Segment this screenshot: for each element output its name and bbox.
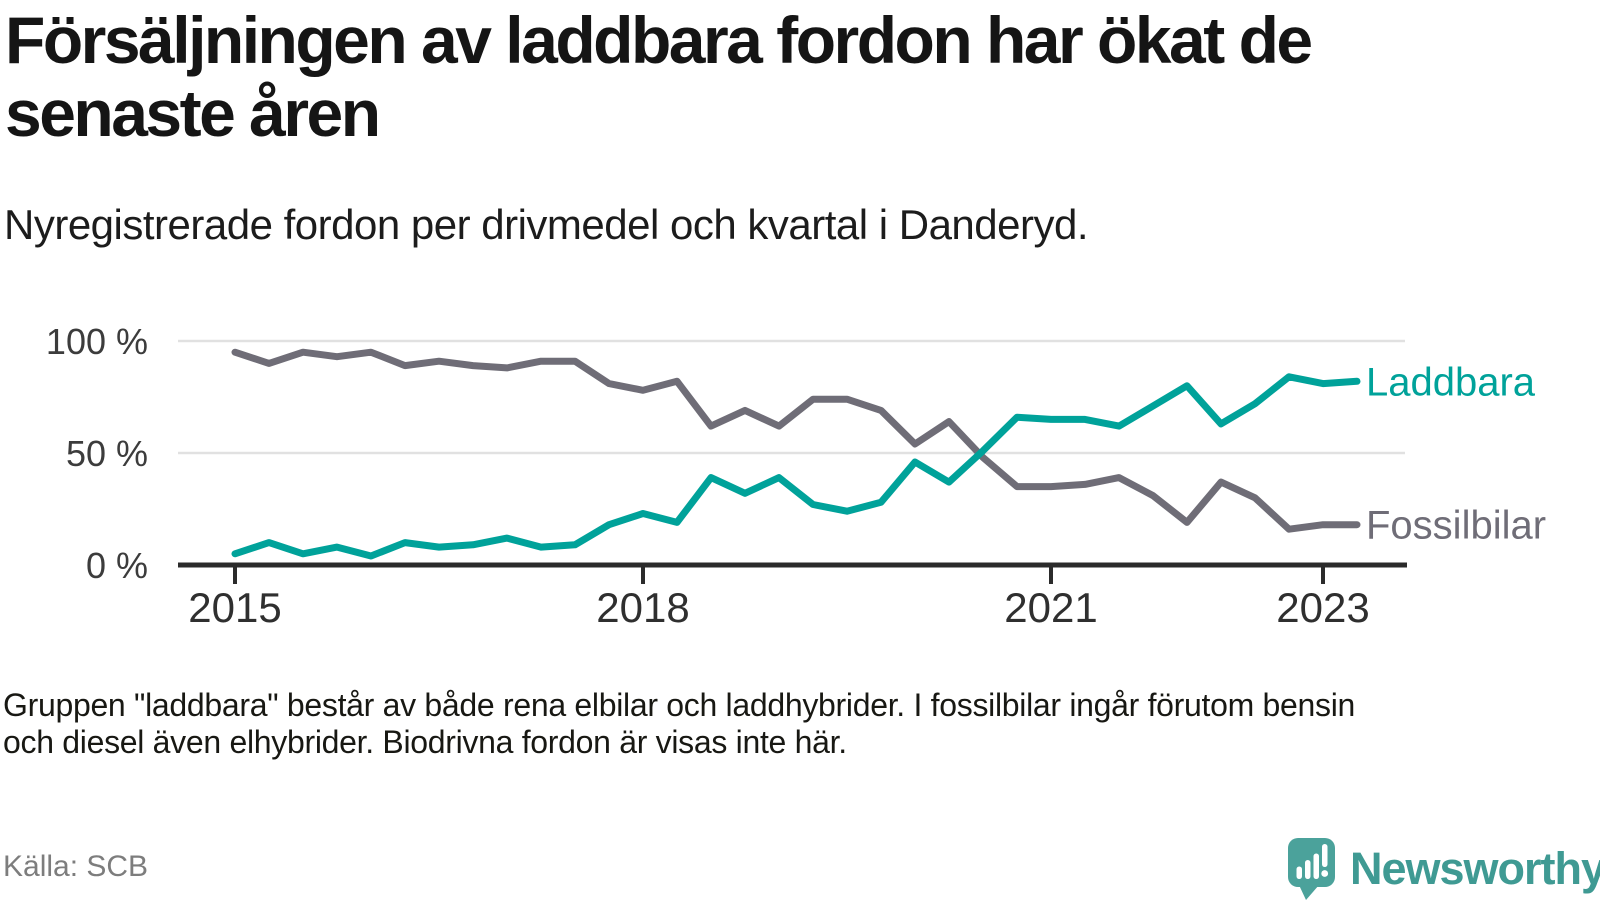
chart-subtitle: Nyregistrerade fordon per drivmedel och … — [4, 201, 1089, 248]
series-label-fossilbilar: Fossilbilar — [1366, 504, 1546, 548]
x-axis-label-2021: 2021 — [1004, 584, 1097, 631]
page-title-line-2: senaste åren — [5, 76, 381, 150]
logo-bar-large — [1313, 853, 1319, 879]
page-title-line-1: Försäljningen av laddbara fordon har öka… — [5, 3, 1313, 77]
chart-footnote: Gruppen "laddbara" består av både rena e… — [3, 687, 1573, 761]
logo-exclamation-bar — [1322, 844, 1328, 867]
y-axis-label-100: 100 % — [46, 321, 148, 362]
footnote-line-1: Gruppen "laddbara" består av både rena e… — [3, 687, 1356, 723]
x-axis-label-2023: 2023 — [1276, 584, 1369, 631]
series-label-laddbara: Laddbara — [1366, 360, 1536, 404]
logo-wordmark: Newsworthy — [1350, 843, 1600, 894]
speech-bubble-icon — [1288, 838, 1335, 900]
x-axis-label-2015: 2015 — [188, 584, 281, 631]
y-axis-label-50: 50 % — [66, 433, 148, 474]
newsworthy-logo: Newsworthy — [1288, 838, 1600, 900]
logo-bar-medium — [1305, 860, 1311, 879]
logo-bar-small — [1296, 866, 1302, 879]
fossilbilar-line — [231, 348, 1361, 533]
source-label: Källa: SCB — [3, 850, 149, 883]
logo-exclamation-dot — [1321, 870, 1329, 877]
x-axis-label-2018: 2018 — [596, 584, 689, 631]
laddbara-line — [231, 373, 1361, 560]
y-axis-label-0: 0 % — [86, 545, 148, 586]
page-title: Försäljningen av laddbara fordon har öka… — [5, 4, 1565, 150]
line-chart: 0 % 50 % 100 % 2015 2018 2021 2023 Fossilbilar L… — [46, 321, 1546, 631]
footnote-line-2: och diesel även elhybrider. Biodrivna fo… — [3, 724, 847, 760]
